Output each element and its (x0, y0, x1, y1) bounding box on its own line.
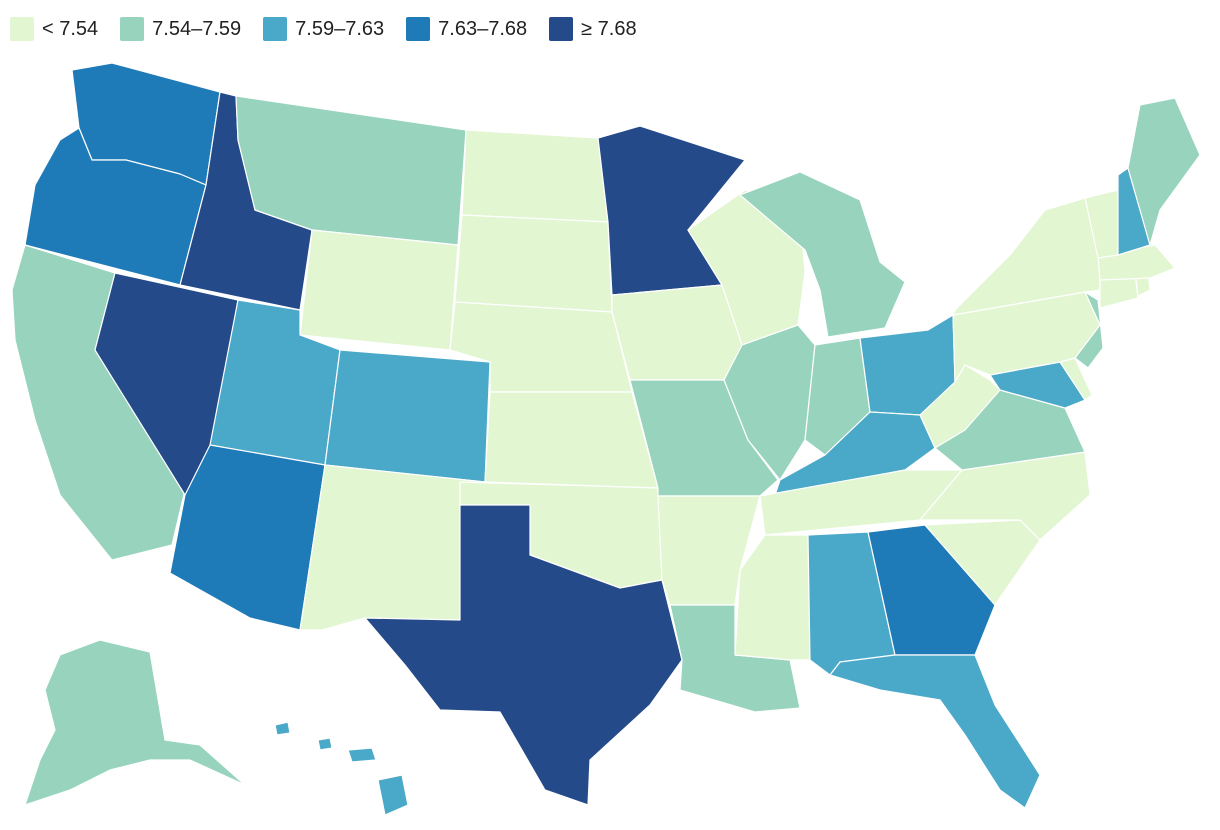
legend-swatch (10, 17, 34, 41)
state-IL[interactable] (723, 324, 816, 481)
state-NM[interactable] (299, 464, 486, 631)
legend-label: 7.54–7.59 (152, 18, 242, 40)
state-NJ[interactable] (1074, 291, 1104, 369)
legend-swatch (120, 17, 145, 41)
legend-swatch (263, 17, 288, 41)
state-MS[interactable] (734, 534, 811, 661)
legend-item-bin5: ≥ 7.68 (549, 14, 637, 44)
legend-label: 7.59–7.63 (295, 18, 385, 40)
state-SD[interactable] (454, 214, 613, 313)
legend-label: ≥ 7.68 (581, 18, 637, 40)
state-CO[interactable] (324, 349, 491, 483)
legend-label: 7.63–7.68 (438, 18, 528, 40)
state-ND[interactable] (461, 129, 609, 223)
state-IA[interactable] (611, 284, 743, 381)
legend-swatch (549, 17, 574, 41)
legend-item-bin4: 7.63–7.68 (406, 14, 527, 44)
legend-label: < 7.54 (42, 18, 99, 40)
state-KS[interactable] (484, 391, 659, 489)
state-HI[interactable] (274, 721, 409, 816)
state-AK[interactable] (24, 639, 246, 806)
map-legend: < 7.54 7.54–7.59 7.59–7.63 7.63–7.68 ≥ 7… (10, 14, 637, 44)
state-WY[interactable] (299, 229, 459, 351)
legend-item-bin2: 7.54–7.59 (120, 14, 241, 44)
state-MI[interactable] (739, 171, 906, 338)
state-LA[interactable] (669, 604, 801, 713)
legend-item-bin3: 7.59–7.63 (263, 14, 384, 44)
state-GA[interactable] (867, 524, 996, 656)
state-ME[interactable] (1127, 97, 1201, 246)
legend-item-bin1: < 7.54 (10, 14, 98, 44)
state-FL[interactable] (829, 654, 1041, 809)
legend-swatch (406, 17, 431, 41)
state-TX[interactable] (364, 504, 683, 806)
